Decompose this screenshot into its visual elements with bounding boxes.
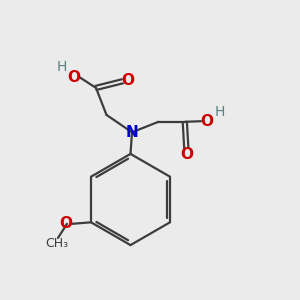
Text: O: O — [67, 70, 80, 85]
Text: CH₃: CH₃ — [45, 237, 68, 250]
Text: O: O — [121, 73, 134, 88]
Text: H: H — [57, 60, 67, 74]
Text: N: N — [126, 125, 138, 140]
Text: H: H — [215, 105, 225, 119]
Text: O: O — [200, 114, 214, 129]
Text: O: O — [59, 216, 72, 231]
Text: O: O — [180, 147, 193, 162]
